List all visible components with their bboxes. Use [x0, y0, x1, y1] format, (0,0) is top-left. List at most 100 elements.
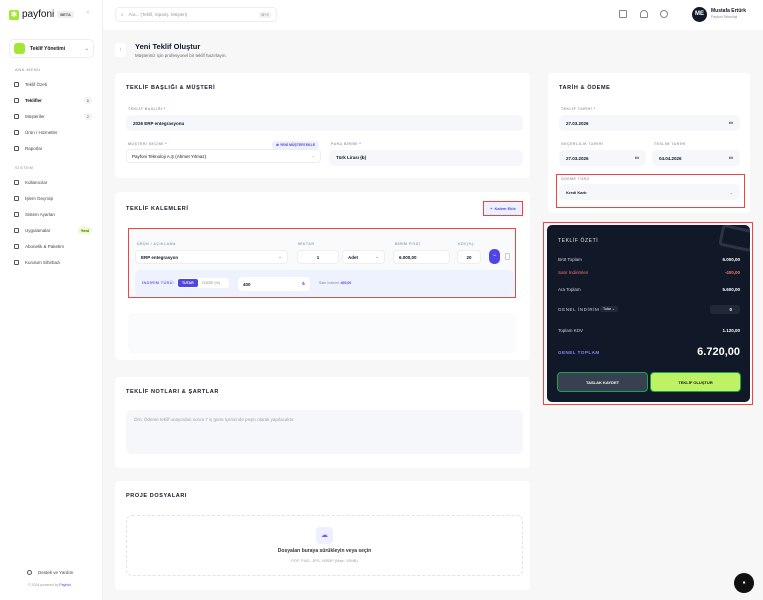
- calendar-icon[interactable]: ▭: [634, 155, 639, 160]
- discount-value: 400: [243, 281, 251, 287]
- search-input[interactable]: ⌕ Ara... (Teklif, Sipariş, Müşteri) ⌘+K: [115, 7, 277, 22]
- sidebar-item-label: Müşteriler: [25, 113, 45, 119]
- dropzone-text: Dosyaları buraya sürükleyin veya seçin: [277, 548, 372, 554]
- sidebar-item[interactable]: Raporlar: [14, 142, 92, 154]
- gear-icon: [14, 211, 19, 217]
- beta-badge: BETA: [57, 11, 74, 18]
- bell-icon[interactable]: [640, 10, 648, 18]
- offer-title-input[interactable]: 2026 ERP entegrasyonu: [126, 115, 523, 131]
- dropzone-hint: PDF, PNG, JPG, WEBP (Max: 10MB): [291, 558, 358, 563]
- discount-percent-option[interactable]: YÜZDE (%): [201, 281, 220, 285]
- subtotal-row: Ara Toplam 5.600,00: [558, 287, 740, 292]
- plus-icon: +: [490, 206, 493, 211]
- back-button[interactable]: ‹: [115, 43, 126, 57]
- currency-label: PARA BİRİMİ *: [331, 142, 362, 146]
- sidebar-item-label: Uygulamalar: [25, 227, 51, 233]
- delivery-date-input[interactable]: 04.04.2026 ▭: [652, 150, 740, 166]
- chart-icon: [14, 145, 19, 151]
- currency-select[interactable]: Türk Lirası (₺): [329, 150, 523, 166]
- sidebar-item[interactable]: Kullanıcılar: [14, 176, 92, 188]
- discount-type-toggle: TUTAR YÜZDE (%): [177, 278, 229, 288]
- vat-row: Toplam KDV 1.120,00: [558, 328, 740, 333]
- module-label: Teklif Yönetimi: [30, 45, 66, 52]
- vat-input[interactable]: 20: [457, 250, 481, 264]
- sidebar-item[interactable]: Teklif Özeti: [14, 78, 92, 90]
- sidebar-item[interactable]: Uygulamalar Yeni: [14, 224, 92, 236]
- sidebar-item[interactable]: Kurulum Sihirbazı: [14, 256, 92, 268]
- col-qty: MİKTAR: [298, 242, 315, 246]
- wallet-icon: [718, 225, 750, 253]
- create-offer-button[interactable]: TEKLİF OLUŞTUR: [650, 372, 741, 392]
- delivery-date: 04.04.2026: [659, 155, 682, 161]
- sidebar-item-label: Teklif Özeti: [25, 81, 48, 87]
- payment-select[interactable]: Kredi Kartı ⌄: [559, 184, 740, 200]
- section-title: TARİH & ÖDEME: [559, 85, 611, 91]
- collapse-discount-button[interactable]: −: [489, 249, 500, 264]
- search-icon: ⌕: [121, 12, 124, 17]
- search-placeholder: Ara... (Teklif, Sipariş, Müşteri): [128, 12, 188, 17]
- sidebar-item[interactable]: Müşteriler 2: [14, 110, 92, 122]
- calendar-icon[interactable]: ▭: [728, 120, 733, 125]
- sidebar-item[interactable]: Abonelik & Paketim: [14, 240, 92, 252]
- upload-cloud-icon: ☁: [316, 527, 333, 544]
- file-dropzone[interactable]: [126, 515, 523, 576]
- user-name: Mustafa Ertürk: [711, 8, 747, 14]
- sidebar-item[interactable]: İşlem Geçmişi: [14, 192, 92, 204]
- calendar-icon[interactable]: ▭: [728, 155, 733, 160]
- sidebar-item[interactable]: Sistem Ayarları: [14, 208, 92, 220]
- sidebar-item[interactable]: Teklifler 1: [14, 94, 92, 106]
- line-discount: Satır İndirimi: 400,00: [319, 281, 352, 285]
- valid-date: 27.03.2026: [566, 155, 589, 161]
- add-item-button[interactable]: + Kalem Ekle: [483, 201, 523, 216]
- support-link[interactable]: Destek ve Yardım: [27, 566, 105, 578]
- chat-icon[interactable]: ▪: [734, 573, 754, 593]
- product-select[interactable]: ERP entegrasyon ⌄: [135, 250, 288, 264]
- chevron-down-icon: ⌄: [84, 45, 89, 52]
- save-draft-button[interactable]: TASLAK KAYDET: [557, 372, 648, 392]
- collapse-sidebar-icon[interactable]: ‹: [87, 10, 89, 16]
- sidebar-badge: 1: [83, 96, 92, 104]
- unit-select[interactable]: Adet ⌄: [342, 250, 385, 264]
- notes-textarea[interactable]: Örn: Ödeme teklif onayından sonra 7 iş g…: [126, 410, 523, 454]
- gross-row: Brüt Toplam 6.000,00: [558, 257, 740, 262]
- offer-date: 27.03.2026: [566, 120, 589, 126]
- trash-icon[interactable]: [505, 253, 510, 260]
- document-icon: [14, 43, 25, 54]
- title-label: TEKLİF BAŞLIĞI *: [128, 107, 166, 111]
- sidebar-item-label: Kullanıcılar: [25, 179, 48, 185]
- support-icon: [27, 569, 32, 575]
- avatar[interactable]: ME: [692, 7, 707, 22]
- sidebar-item[interactable]: Ürün / Hizmetler: [14, 126, 92, 138]
- customer-select[interactable]: Payfoni Teknoloji A.Ş (Ahmet Yılmaz) ⌄: [126, 149, 321, 163]
- new-customer-button[interactable]: ⊕ YENİ MÜŞTERİ EKLE: [272, 141, 320, 149]
- sidebar-badge: 2: [83, 112, 92, 120]
- chevron-down-icon: ⌄: [375, 254, 379, 259]
- history-icon: [14, 195, 19, 201]
- valid-date-label: GEÇERLİLİK TARİHİ: [561, 142, 604, 146]
- quantity-input[interactable]: 1: [297, 250, 339, 264]
- discount-amount-option[interactable]: TUTAR: [178, 279, 198, 287]
- offer-date-input[interactable]: 27.03.2026 ▭: [559, 115, 740, 131]
- col-vat: KDV(%): [458, 242, 474, 246]
- help-icon[interactable]: [660, 10, 668, 18]
- footer-text: © 2024 powered by: [28, 583, 59, 587]
- general-discount-input[interactable]: 0: [710, 305, 740, 314]
- highlight-box: [543, 222, 753, 405]
- unit-price-input[interactable]: 6.000,00: [393, 250, 450, 264]
- sidebar-item-label: Sistem Ayarları: [25, 211, 56, 217]
- logo[interactable]: ✱ payfoni BETA: [9, 9, 74, 20]
- total-label: GENEL TOPLAM: [558, 350, 600, 355]
- footer-link[interactable]: Payfoni: [59, 583, 72, 587]
- discount-value-input[interactable]: 400 ₺: [238, 277, 310, 291]
- sidebar-item-label: Raporlar: [25, 145, 43, 151]
- valid-date-input[interactable]: 27.03.2026 ▭: [559, 150, 646, 166]
- customer-label: MÜŞTERİ SEÇİMİ *: [128, 142, 168, 146]
- general-discount-type-select[interactable]: Tutar ⌄: [600, 306, 618, 312]
- users-icon: [14, 113, 19, 119]
- module-selector[interactable]: Teklif Yönetimi ⌄: [9, 39, 94, 58]
- section-title: TEKLİF BAŞLIĞI & MÜŞTERİ: [126, 85, 216, 91]
- col-product: ÜRÜN / AÇIKLAMA: [137, 242, 177, 246]
- gift-icon[interactable]: [619, 10, 627, 18]
- brand-name: payfoni: [22, 9, 55, 20]
- sidebar: [0, 0, 103, 600]
